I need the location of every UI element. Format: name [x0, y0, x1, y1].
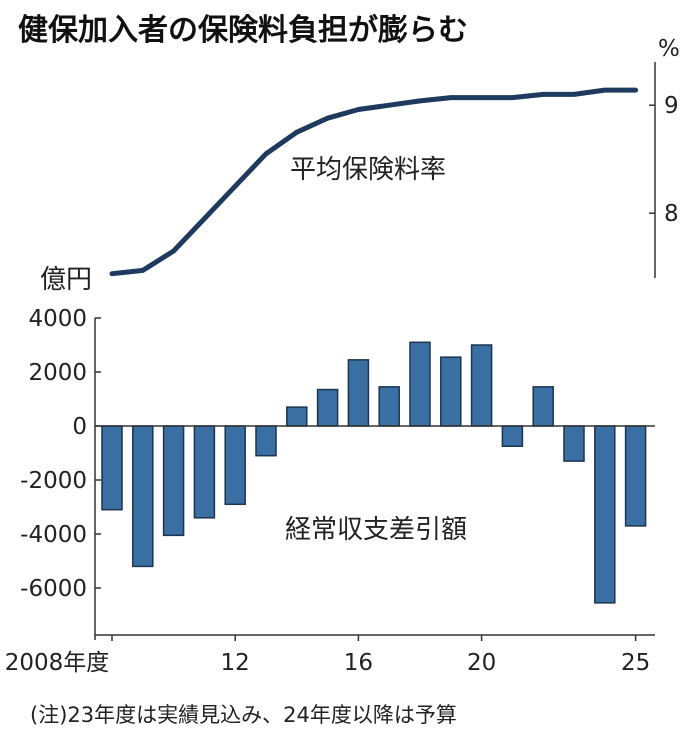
- line-tick-label: 8: [664, 201, 679, 227]
- footnote: (注)23年度は実績見込み、24年度以降は予算: [30, 703, 457, 727]
- bar: [286, 406, 308, 427]
- line-ticks: 98: [649, 93, 679, 227]
- bar: [255, 425, 277, 457]
- line-unit-label: %: [658, 36, 680, 62]
- bar-tick-label: 2000: [28, 360, 87, 386]
- rate-line-label: 平均保険料率: [290, 155, 446, 185]
- bar: [470, 344, 493, 427]
- rate-line: [109, 87, 639, 277]
- bar-tick-label: 4000: [28, 306, 87, 332]
- x-tick-label: 25: [621, 650, 650, 676]
- line-tick-label: 9: [664, 93, 679, 119]
- bar: [316, 388, 339, 427]
- bar-tick-label: -6000: [20, 576, 87, 602]
- bar-tick-label: 0: [72, 414, 87, 440]
- x-tick-label: 16: [344, 650, 373, 676]
- bar: [532, 386, 554, 427]
- bar-series-label: 経常収支差引額: [285, 515, 467, 545]
- bar: [440, 356, 462, 427]
- bar-tick-label: -2000: [20, 468, 87, 494]
- x-tick-label: 20: [467, 650, 496, 676]
- bar: [624, 425, 647, 527]
- bar-x-ticks: 2008年度 12 16 20 25: [5, 635, 650, 676]
- bar-y-ticks: 4000 2000 0 -2000 -4000 -6000: [20, 306, 101, 602]
- bar: [162, 425, 185, 537]
- bar: [563, 425, 585, 462]
- x-tick-label: 12: [221, 650, 250, 676]
- x-tick-label: 2008年度: [5, 650, 110, 676]
- bar: [132, 425, 154, 568]
- bar: [409, 341, 431, 427]
- bar-tick-label: -4000: [20, 522, 87, 548]
- line-axis: %: [654, 36, 680, 278]
- chart-title: 健保加入者の保険料負担が膨らむ: [18, 13, 468, 48]
- bar: [501, 425, 524, 447]
- bar: [378, 386, 400, 427]
- bar: [101, 425, 123, 511]
- bar: [224, 425, 246, 506]
- bars: [101, 341, 647, 604]
- bar-unit-label: 億円: [40, 265, 92, 295]
- bar: [193, 425, 216, 519]
- bar: [347, 359, 370, 427]
- bar: [594, 425, 616, 604]
